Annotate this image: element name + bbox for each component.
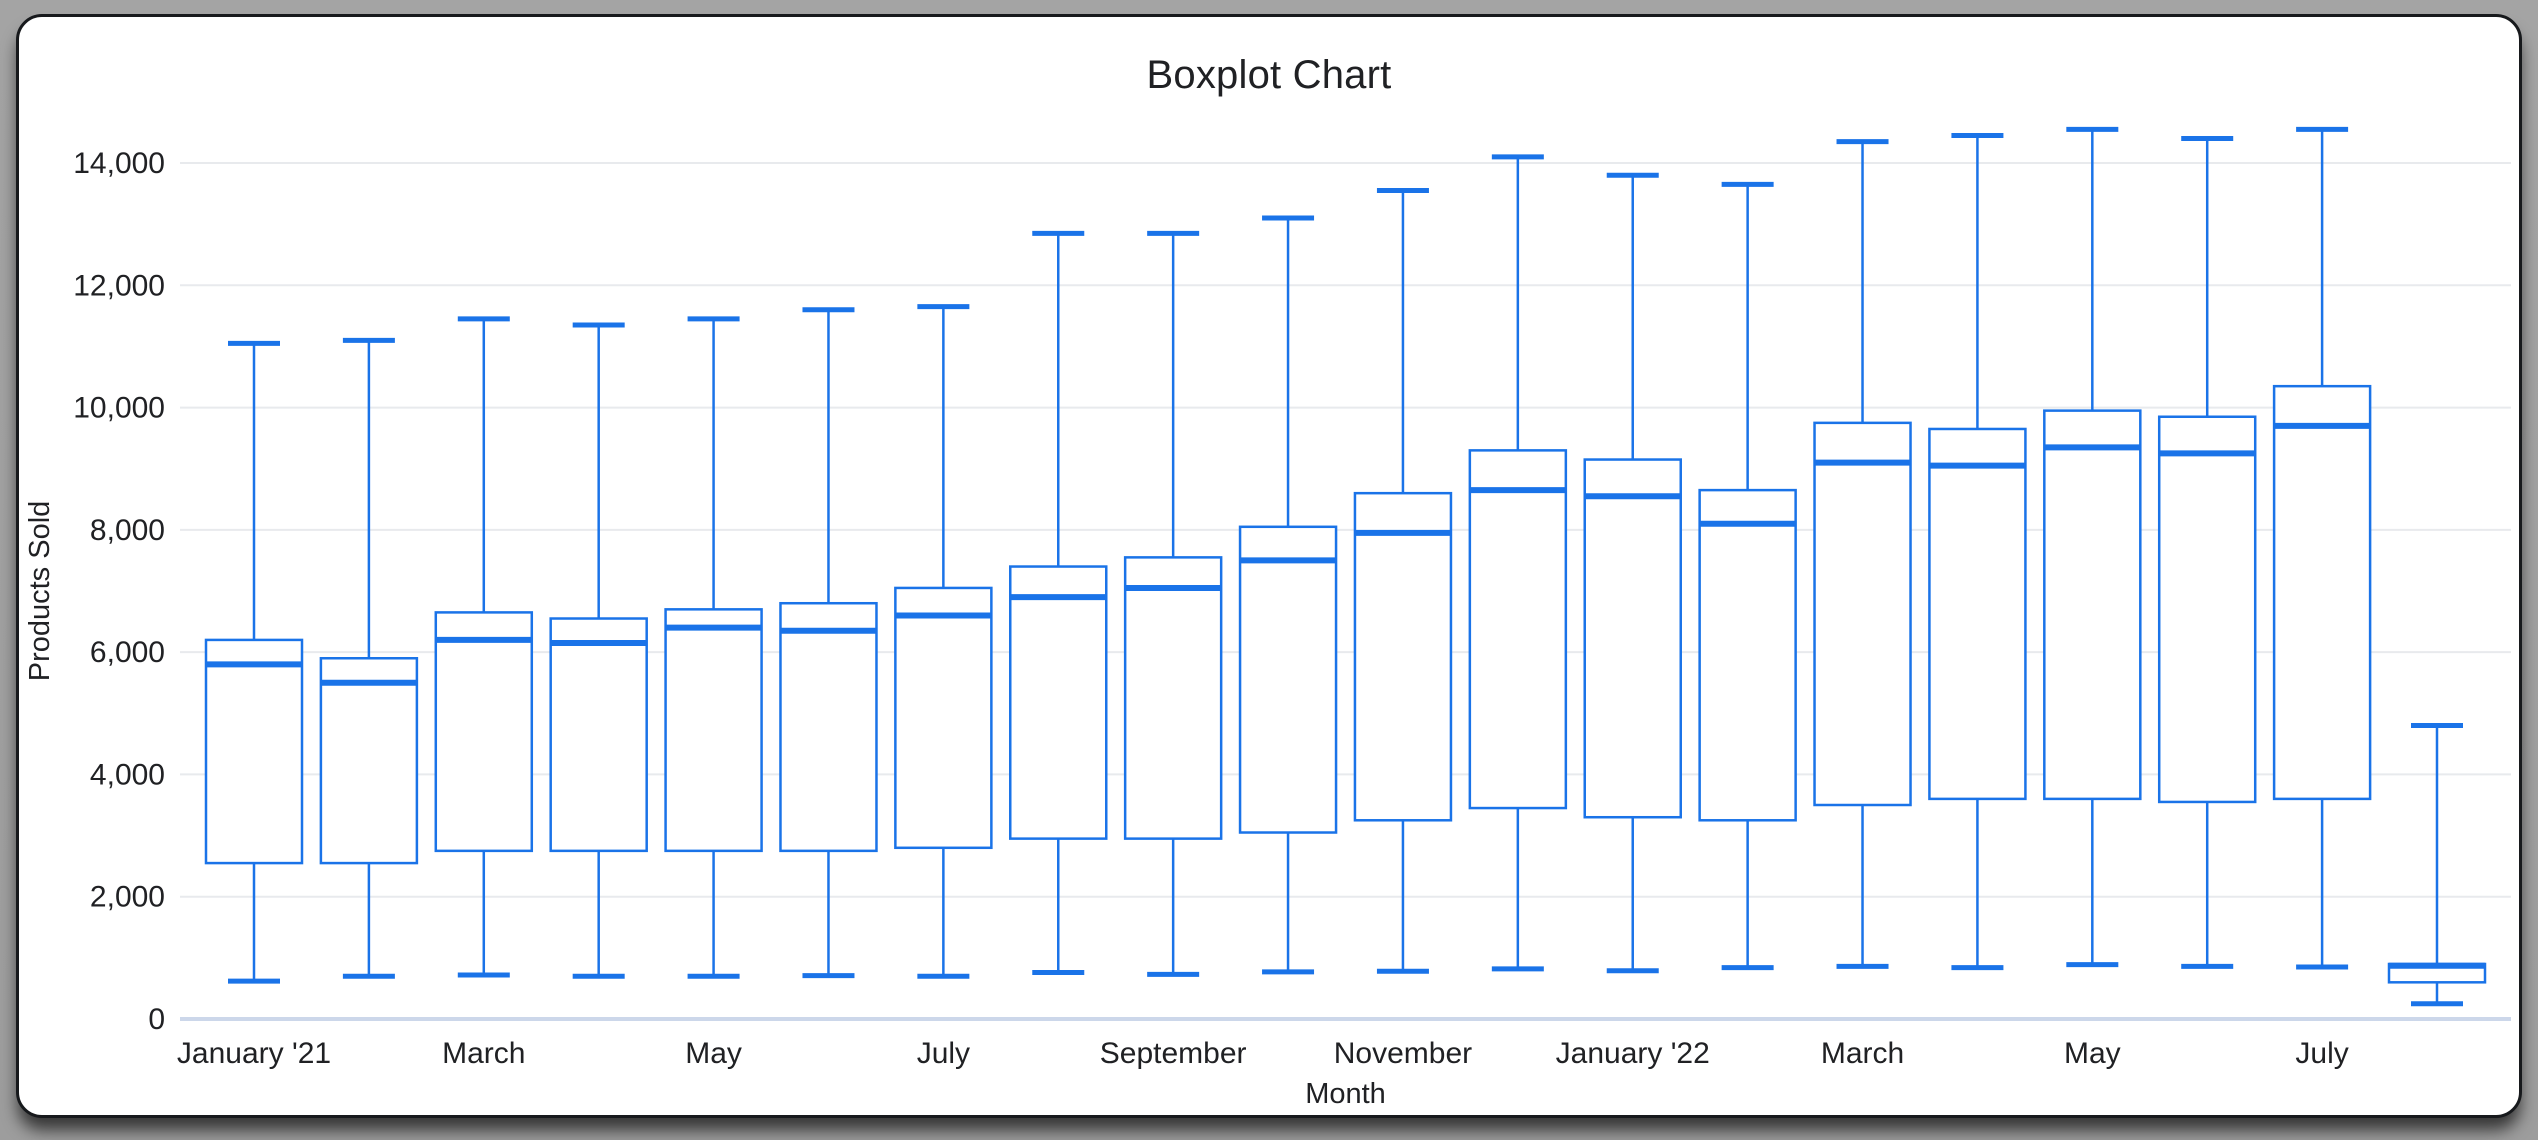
boxplot-august-22[interactable]: [2387, 723, 2487, 1007]
y-tick-label: 14,000: [73, 147, 165, 180]
x-tick-label: November: [1334, 1037, 1472, 1070]
boxplot-february-22[interactable]: [1698, 181, 1797, 971]
boxplot-august-21[interactable]: [1009, 230, 1108, 976]
chart-title: Boxplot Chart: [1146, 53, 1392, 97]
boxplot-march-22[interactable]: [1813, 139, 1912, 969]
x-tick-label: September: [1100, 1037, 1247, 1070]
boxplot-december-21[interactable]: [1468, 154, 1568, 972]
iqr-box: [1009, 565, 1108, 840]
x-tick-label: July: [2295, 1037, 2348, 1070]
chart-card: Boxplot Chart 0 2,000 4,000 6,000 8,000 10,00…: [16, 14, 2522, 1118]
boxplot-may-21[interactable]: [664, 316, 763, 979]
iqr-box: [894, 586, 993, 850]
iqr-box: [434, 611, 534, 853]
boxplot-september-21[interactable]: [1123, 230, 1223, 977]
boxplot-april-22[interactable]: [1928, 132, 2027, 971]
boxplot-chart: 0 2,000 4,000 6,000 8,000 10,000 12,000 14,000 P…: [24, 126, 2511, 1110]
boxplot-june-21[interactable]: [779, 307, 878, 979]
boxplot-july-21[interactable]: [894, 304, 993, 979]
y-tick-label: 12,000: [73, 269, 165, 302]
iqr-box: [664, 608, 763, 853]
x-tick-label: March: [442, 1037, 525, 1070]
boxplot-february-21[interactable]: [319, 337, 419, 979]
y-tick-label: 10,000: [73, 392, 165, 425]
iqr-box: [1238, 525, 1338, 834]
x-tick-label: May: [685, 1037, 742, 1070]
x-tick-label: January '22: [1556, 1037, 1710, 1070]
iqr-box: [204, 638, 304, 865]
boxplot-january-21[interactable]: [204, 340, 304, 984]
x-tick-label: March: [1821, 1037, 1904, 1070]
iqr-box: [1813, 421, 1912, 807]
y-axis-title: Products Sold: [24, 501, 56, 682]
iqr-box: [1468, 449, 1568, 810]
iqr-box: [549, 617, 648, 853]
boxplot-july-22[interactable]: [2272, 126, 2372, 970]
iqr-box: [2157, 415, 2257, 804]
y-tick-label: 8,000: [90, 514, 165, 547]
boxplot-june-22[interactable]: [2157, 136, 2257, 969]
boxplot-march-21[interactable]: [434, 316, 534, 978]
boxplot-april-21[interactable]: [549, 322, 648, 979]
iqr-box: [2272, 384, 2372, 801]
x-axis-title: Month: [1305, 1078, 1386, 1110]
boxplot-october-21[interactable]: [1238, 215, 1338, 975]
iqr-box: [1583, 458, 1682, 819]
boxplot-january-22[interactable]: [1583, 172, 1682, 974]
iqr-box: [1353, 491, 1453, 822]
iqr-box: [2043, 409, 2142, 801]
y-tick-label: 4,000: [90, 758, 165, 791]
iqr-box: [319, 657, 419, 865]
boxplot-november-21[interactable]: [1353, 188, 1453, 974]
iqr-box: [1123, 556, 1223, 840]
iqr-box: [1698, 488, 1797, 822]
iqr-box: [1928, 427, 2027, 801]
y-tick-label: 0: [148, 1003, 165, 1036]
x-tick-label: January '21: [177, 1037, 331, 1070]
iqr-box: [779, 601, 878, 853]
boxplot-may-22[interactable]: [2043, 126, 2142, 968]
y-tick-label: 6,000: [90, 636, 165, 669]
x-tick-label: May: [2064, 1037, 2121, 1070]
y-tick-label: 2,000: [90, 881, 165, 914]
x-tick-label: July: [917, 1037, 970, 1070]
